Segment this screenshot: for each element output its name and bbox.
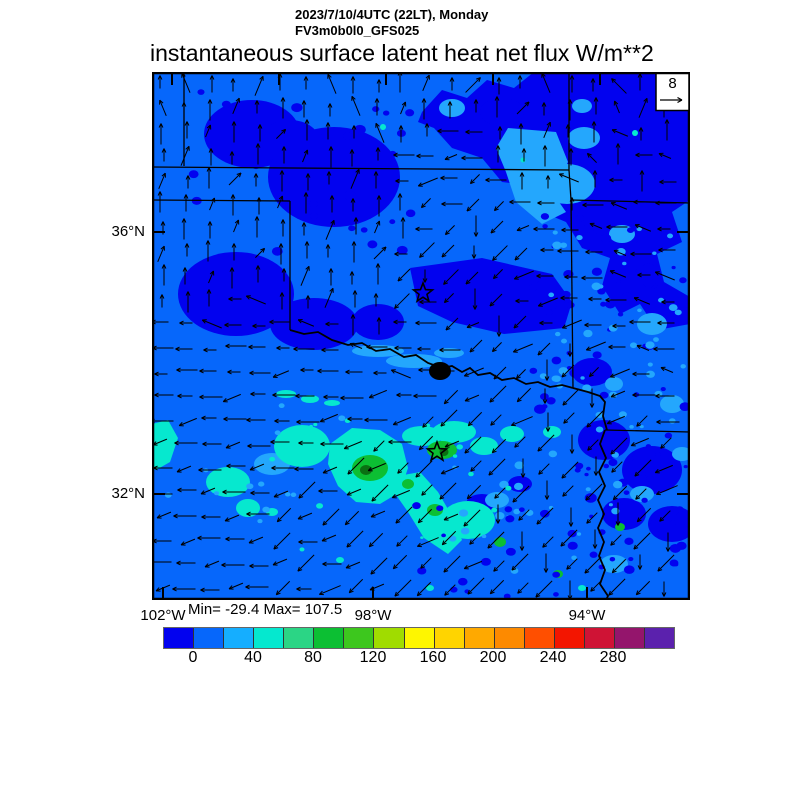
colorbar-segment xyxy=(494,628,525,648)
field-layer xyxy=(152,72,690,600)
run-datetime-line: 2023/7/10/4UTC (22LT), Monday xyxy=(295,7,489,22)
colorbar-segment xyxy=(284,628,315,648)
model-name-line: FV3m0b0l0_GFS025 xyxy=(295,23,420,38)
colorbar-segment xyxy=(434,628,465,648)
colorbar-segment xyxy=(584,628,615,648)
colorbar-segment xyxy=(254,628,285,648)
city-star-marker xyxy=(411,280,435,303)
colorbar-segment xyxy=(194,628,225,648)
map-plot: 8 xyxy=(151,71,691,601)
colorbar-segment xyxy=(524,628,555,648)
colorbar-segment xyxy=(554,628,585,648)
colorbar-segment xyxy=(464,628,495,648)
lat-axis-label: 36°N xyxy=(111,223,145,240)
colorbar-tick-label: 40 xyxy=(244,649,262,666)
colorbar-segment xyxy=(224,628,255,648)
lon-axis-label: 98°W xyxy=(354,607,392,624)
colorbar-segment xyxy=(404,628,435,648)
colorbar-segment xyxy=(314,628,345,648)
map-area: 8 xyxy=(151,71,691,601)
colorbar-tick-label: 240 xyxy=(539,649,567,666)
map-frame xyxy=(151,71,691,601)
city-star-marker xyxy=(425,439,449,462)
plot-title: instantaneous surface latent heat net fl… xyxy=(150,40,654,66)
colorbar-tick-label: 0 xyxy=(188,649,198,666)
colorbar-segment xyxy=(164,628,195,648)
ref-vector-value: 8 xyxy=(668,75,676,92)
colorbar-tick-label: 120 xyxy=(359,649,387,666)
colorbar-segment xyxy=(614,628,645,648)
colorbar-tick-label: 160 xyxy=(419,649,447,666)
lon-axis-label: 94°W xyxy=(568,607,606,624)
colorbar-tick-label: 200 xyxy=(479,649,507,666)
lon-axis-label: 102°W xyxy=(140,607,186,624)
minmax-annotation: Min= -29.4 Max= 107.5 xyxy=(188,601,343,618)
colorbar-tick-label: 280 xyxy=(599,649,627,666)
colorbar-segment xyxy=(374,628,405,648)
ref-vector-box: 8 xyxy=(655,72,690,112)
colorbar-labels: 0 40 80 120 160 200 240 280 xyxy=(163,649,673,669)
colorbar-segment xyxy=(344,628,375,648)
lat-axis-label: 32°N xyxy=(111,485,145,502)
colorbar xyxy=(163,627,675,649)
colorbar-tick-label: 80 xyxy=(304,649,322,666)
colorbar-segment xyxy=(645,628,675,648)
